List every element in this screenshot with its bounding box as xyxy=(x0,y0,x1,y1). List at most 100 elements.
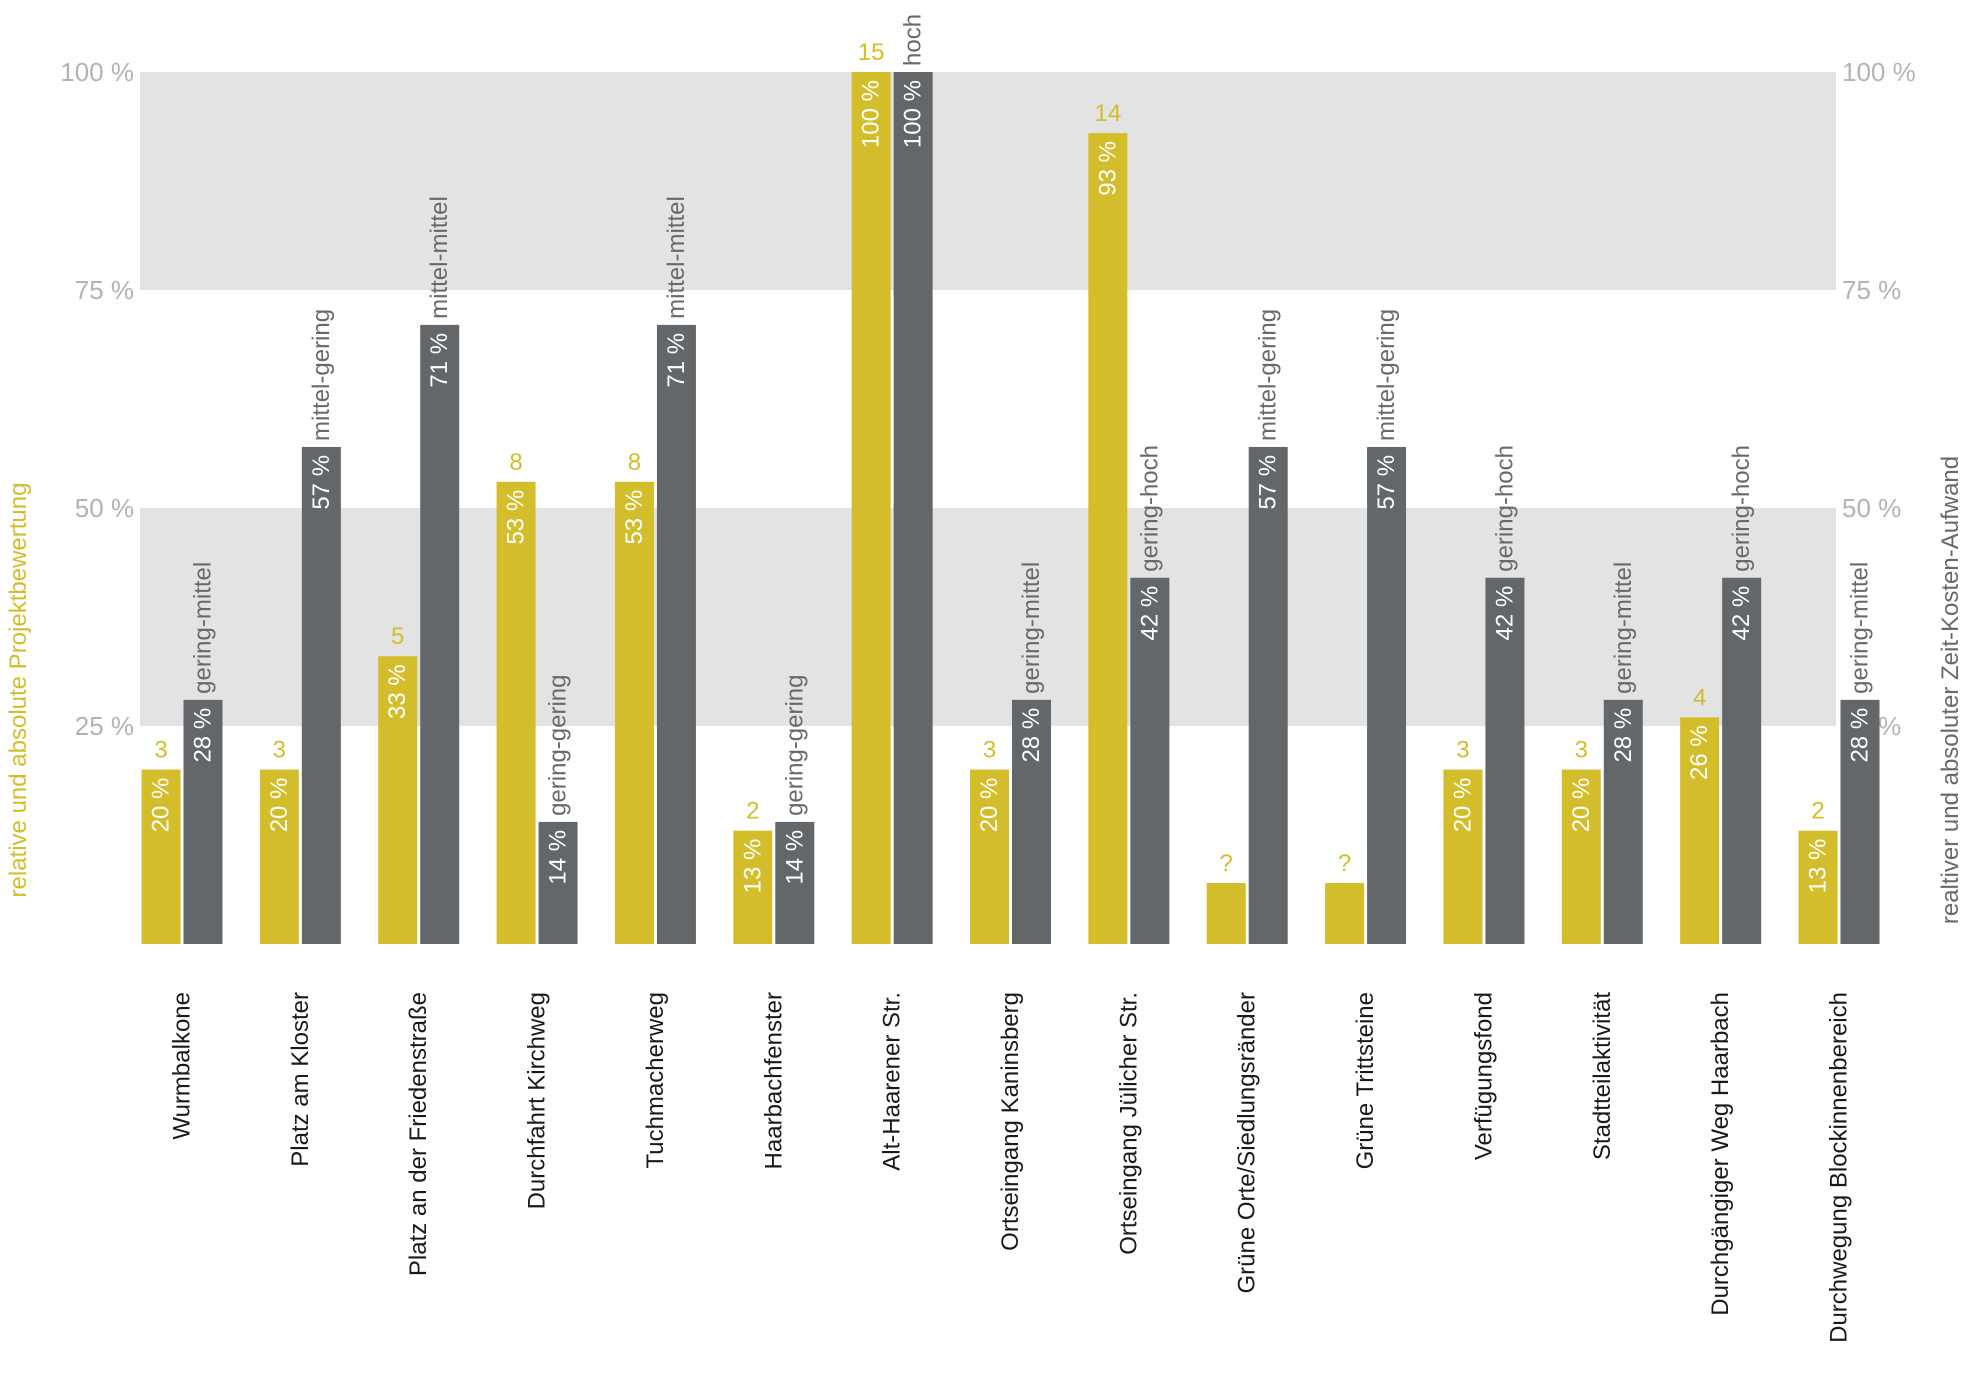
rating-percent-label: 20 % xyxy=(976,778,1003,833)
effort-level-label: gering-hoch xyxy=(1728,445,1755,572)
rating-percent-label: 53 % xyxy=(503,490,530,545)
rating-percent-label: 20 % xyxy=(266,778,293,833)
effort-percent-label: 57 % xyxy=(308,455,335,510)
rating-absolute-label: ? xyxy=(1220,850,1233,877)
rating-absolute-label: 2 xyxy=(746,798,759,825)
bar-rating xyxy=(614,481,654,944)
effort-level-label: mittel-gering xyxy=(1373,309,1400,441)
category-label: Platz an der Friedenstraße xyxy=(405,992,432,1276)
rating-percent-label: 100 % xyxy=(858,80,885,148)
bar-rating xyxy=(1798,830,1838,944)
rating-percent-label: 33 % xyxy=(384,664,411,719)
category-label: Durchfahrt Kirchweg xyxy=(524,992,551,1209)
bar-labels: 20 % 3 28 % gering-mittel 20 % 3 57 % mittel-ge… xyxy=(148,14,1874,893)
category-label: Ortseingang Kaninsberg xyxy=(997,992,1024,1251)
effort-percent-label: 42 % xyxy=(1728,586,1755,641)
rating-absolute-label: 14 xyxy=(1095,100,1122,127)
rating-percent-label: 20 % xyxy=(148,778,175,833)
effort-percent-label: 28 % xyxy=(1018,708,1045,763)
bar-effort xyxy=(656,324,696,944)
bar-rating xyxy=(1561,769,1601,944)
category-label: Stadtteilaktivität xyxy=(1589,992,1616,1160)
category-label: Grüne Trittsteine xyxy=(1352,992,1379,1169)
left-axis-title: relative und absolute Projektbewertung xyxy=(5,483,32,898)
effort-level-label: gering-gering xyxy=(545,674,572,815)
effort-percent-label: 14 % xyxy=(781,830,808,885)
category-label: Tuchmacherweg xyxy=(642,992,669,1169)
effort-level-label: hoch xyxy=(900,14,927,66)
rating-percent-label: 13 % xyxy=(739,839,766,894)
y-axis-ticks: 25 %25 %50 %50 %75 %75 %100 %100 % xyxy=(60,57,1915,741)
category-label: Durchwegung Blockinnenbereich xyxy=(1826,992,1853,1343)
bar-rating xyxy=(733,830,773,944)
rating-absolute-label: 3 xyxy=(273,737,286,764)
bar-rating xyxy=(1325,882,1365,944)
bar-rating xyxy=(1443,769,1483,944)
bar-rating xyxy=(1206,882,1246,944)
rating-absolute-label: 3 xyxy=(1456,737,1469,764)
rating-absolute-label: ? xyxy=(1338,850,1351,877)
bar-rating xyxy=(378,656,418,944)
y-tick-left: 25 % xyxy=(75,711,134,741)
bar-effort xyxy=(1603,699,1643,944)
category-label: Verfügungsfond xyxy=(1470,992,1497,1160)
bar-effort xyxy=(1840,699,1880,944)
effort-level-label: mittel-gering xyxy=(1255,309,1282,441)
bar-rating xyxy=(496,481,536,944)
rating-absolute-label: 5 xyxy=(391,623,404,650)
rating-absolute-label: 4 xyxy=(1693,684,1706,711)
effort-percent-label: 100 % xyxy=(900,80,927,148)
effort-level-label: gering-mittel xyxy=(190,562,217,694)
y-tick-right: 50 % xyxy=(1842,493,1901,523)
rating-absolute-label: 8 xyxy=(628,449,641,476)
rating-absolute-label: 3 xyxy=(983,737,996,764)
category-label: Ortseingang Jülicher Str. xyxy=(1115,992,1142,1255)
bar-effort xyxy=(1012,699,1051,944)
effort-level-label: gering-gering xyxy=(781,674,808,815)
bar-effort xyxy=(420,324,460,944)
right-axis-title: realtiver und absoluter Zeit-Kosten-Aufw… xyxy=(1937,456,1964,924)
effort-percent-label: 28 % xyxy=(1847,708,1874,763)
bar-rating xyxy=(851,72,891,944)
rating-percent-label: 53 % xyxy=(621,490,648,545)
bar-rating xyxy=(259,769,299,944)
rating-percent-label: 93 % xyxy=(1094,141,1121,196)
category-label: Wurmbalkone xyxy=(169,992,196,1140)
y-tick-left: 50 % xyxy=(75,493,134,523)
y-tick-left: 75 % xyxy=(75,275,134,305)
effort-percent-label: 71 % xyxy=(663,333,690,388)
rating-percent-label: 13 % xyxy=(1805,839,1832,894)
bar-effort xyxy=(1485,577,1525,944)
category-label: Platz am Kloster xyxy=(287,992,314,1167)
effort-percent-label: 28 % xyxy=(190,708,217,763)
effort-level-label: gering-hoch xyxy=(1136,445,1163,572)
bars xyxy=(141,72,1880,945)
y-tick-right: 75 % xyxy=(1842,275,1901,305)
bar-effort xyxy=(1722,577,1762,944)
category-labels: Wurmbalkone Platz am Kloster Platz an der … xyxy=(169,992,1853,1343)
effort-percent-label: 71 % xyxy=(426,333,453,388)
rating-absolute-label: 2 xyxy=(1811,798,1824,825)
bar-effort xyxy=(1367,446,1407,944)
rating-percent-label: 26 % xyxy=(1686,725,1713,780)
rating-percent-label: 20 % xyxy=(1449,778,1476,833)
category-label: Alt-Haarener Str. xyxy=(879,992,906,1171)
bar-rating xyxy=(970,769,1009,944)
bar-effort xyxy=(183,699,223,944)
rating-absolute-label: 15 xyxy=(858,39,885,66)
category-label: Grüne Orte/Siedlungsränder xyxy=(1234,992,1261,1294)
bar-effort xyxy=(1248,446,1288,944)
effort-percent-label: 42 % xyxy=(1136,586,1163,641)
effort-level-label: gering-mittel xyxy=(1018,562,1045,694)
rating-percent-label: 20 % xyxy=(1568,778,1595,833)
effort-level-label: mittel-mittel xyxy=(663,196,690,319)
y-tick-right: 100 % xyxy=(1842,57,1916,87)
rating-absolute-label: 3 xyxy=(154,737,167,764)
effort-percent-label: 28 % xyxy=(1610,708,1637,763)
effort-level-label: mittel-mittel xyxy=(426,196,453,319)
bar-rating xyxy=(1680,717,1720,944)
y-tick-left: 100 % xyxy=(60,57,134,87)
rating-absolute-label: 3 xyxy=(1575,737,1588,764)
effort-percent-label: 14 % xyxy=(545,830,572,885)
